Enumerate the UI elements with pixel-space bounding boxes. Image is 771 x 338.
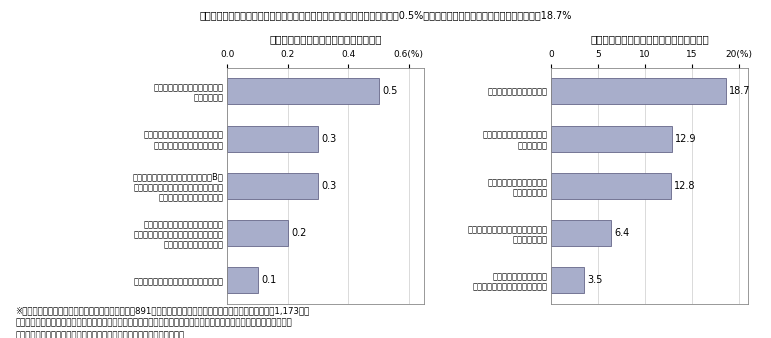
Bar — [551, 220, 611, 246]
Text: 12.8: 12.8 — [674, 181, 695, 191]
Text: ※　ネットいじめの加害行動経験の有効回答者数は891名、学校でのいじめの加害行動経験の有効回答者数は1,173名で
　　あった。欠損値には、加害行動経験のない回: ※ ネットいじめの加害行動経験の有効回答者数は891名、学校でのいじめの加害行動… — [15, 306, 310, 338]
Text: 18.7: 18.7 — [729, 86, 751, 96]
Bar — [551, 78, 726, 104]
Bar — [227, 173, 318, 199]
Text: 3.5: 3.5 — [587, 275, 602, 286]
Title: 学校でのいじめの加害行動経験（小学生）: 学校でのいじめの加害行動経験（小学生） — [591, 34, 709, 45]
Text: 6.4: 6.4 — [614, 228, 629, 238]
Text: 12.9: 12.9 — [675, 134, 696, 144]
Text: 0.3: 0.3 — [322, 181, 337, 191]
Bar — [551, 173, 672, 199]
Text: 最も多いのはネットでは「同じ学校の一人にだけメールを送らなかった」の0.5%、学校では「同じ学校の人をからかった」の18.7%: 最も多いのはネットでは「同じ学校の一人にだけメールを送らなかった」の0.5%、学… — [200, 10, 571, 20]
Bar — [227, 267, 258, 293]
Bar — [551, 267, 584, 293]
Bar — [551, 126, 672, 152]
Text: 0.3: 0.3 — [322, 134, 337, 144]
Text: 0.5: 0.5 — [382, 86, 398, 96]
Title: ネットいじめの加害行動経験（小学生）: ネットいじめの加害行動経験（小学生） — [269, 34, 382, 45]
Bar — [227, 78, 379, 104]
Bar — [227, 126, 318, 152]
Bar — [227, 220, 288, 246]
Text: 0.2: 0.2 — [291, 228, 307, 238]
Text: 0.1: 0.1 — [261, 275, 277, 286]
